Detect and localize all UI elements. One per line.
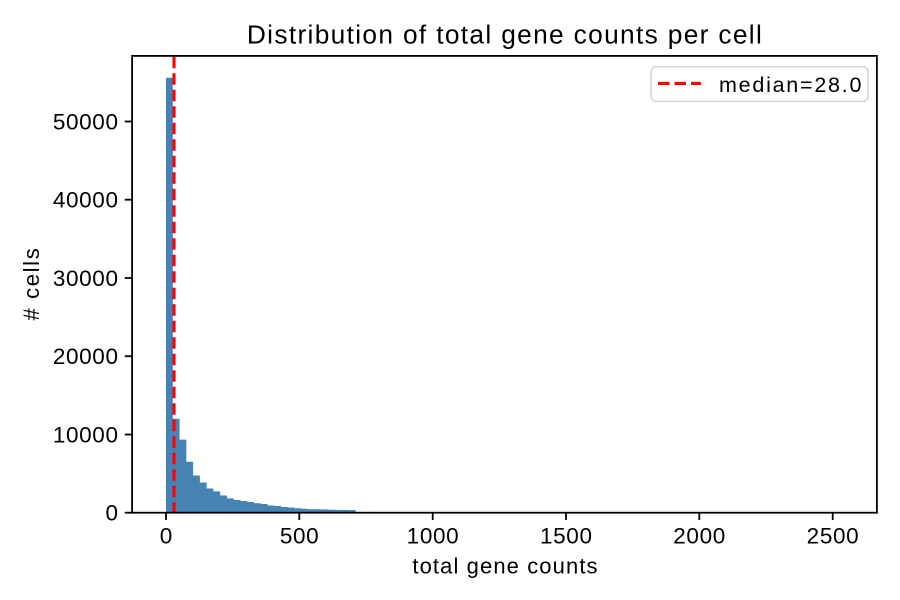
svg-text:median=28.0: median=28.0: [719, 73, 863, 97]
svg-text:0: 0: [105, 501, 118, 526]
svg-text:10000: 10000: [53, 422, 119, 447]
svg-text:1000: 1000: [407, 524, 460, 549]
svg-text:Distribution of total gene cou: Distribution of total gene counts per ce…: [247, 20, 763, 50]
svg-text:1500: 1500: [540, 524, 593, 549]
svg-text:500: 500: [280, 524, 320, 549]
svg-text:2000: 2000: [673, 524, 726, 549]
svg-text:# cells: # cells: [19, 247, 44, 321]
svg-text:total gene counts: total gene counts: [412, 553, 598, 578]
svg-text:50000: 50000: [53, 109, 119, 134]
svg-text:30000: 30000: [53, 266, 119, 291]
svg-text:0: 0: [160, 524, 173, 549]
svg-text:20000: 20000: [53, 344, 119, 369]
svg-text:2500: 2500: [807, 524, 860, 549]
svg-text:40000: 40000: [53, 188, 119, 213]
